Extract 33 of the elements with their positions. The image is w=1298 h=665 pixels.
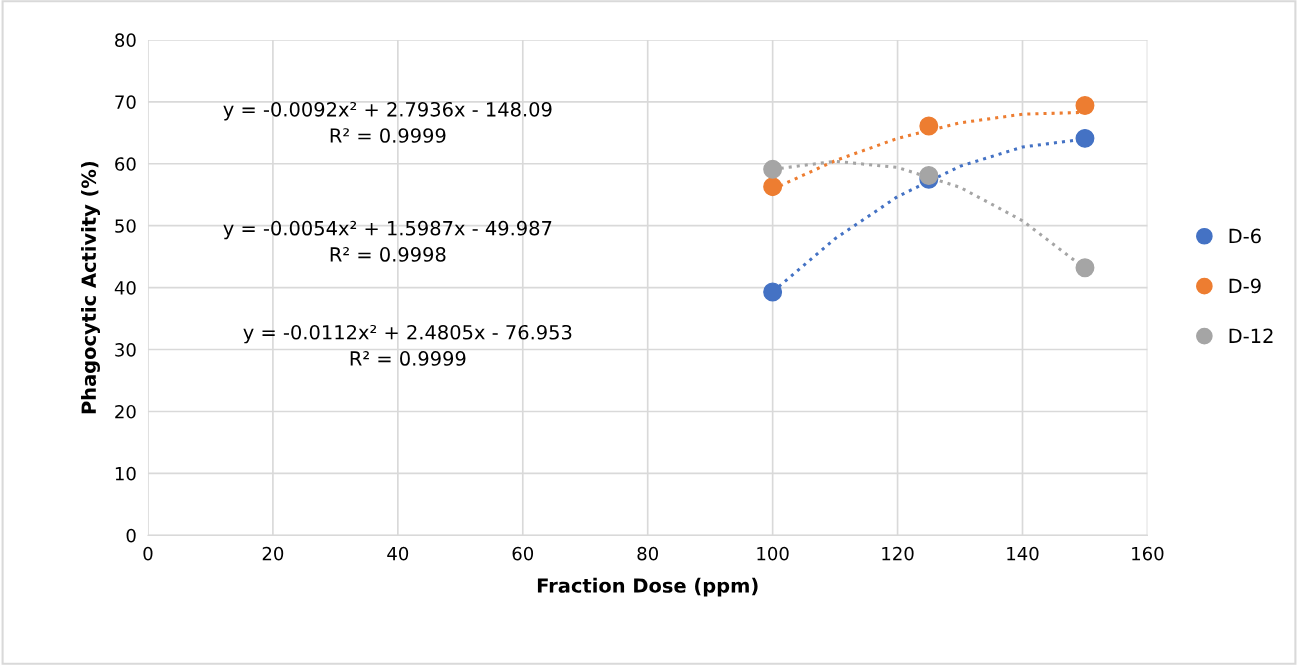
annotation: y = -0.0092x² + 2.7936x - 148.09 R² = 0.9999 <box>223 101 552 143</box>
y-tick-label: 40 <box>114 281 136 295</box>
point <box>1075 128 1095 148</box>
y-tick-label: 30 <box>115 343 136 357</box>
legend-label: D-9 <box>1229 278 1261 294</box>
y-tick-label: 80 <box>115 33 136 48</box>
point <box>763 159 783 179</box>
y-tick-label: 60 <box>115 157 136 171</box>
y-tick-label: 70 <box>115 95 136 109</box>
legend-label: D-12 <box>1229 328 1273 343</box>
x-tick-label: 140 <box>1007 546 1039 561</box>
x-tick-label: 40 <box>387 546 409 561</box>
x-tick-label: 20 <box>262 546 284 561</box>
point <box>1075 258 1095 278</box>
point <box>763 177 783 197</box>
legend-label: D-6 <box>1229 228 1261 244</box>
point <box>1075 96 1095 116</box>
y-tick-label: 20 <box>115 404 136 419</box>
point <box>919 116 939 136</box>
x-tick-label: 120 <box>882 546 914 561</box>
y-tick-label: 0 <box>126 528 136 543</box>
y-tick-label: 50 <box>115 219 136 233</box>
annotation: y = -0.0112x² + 2.4805x - 76.953 R² = 0.9999 <box>243 324 572 366</box>
x-tick-label: 160 <box>1132 546 1164 561</box>
annotation: y = -0.0054x² + 1.5987x - 49.987 R² = 0.9998 <box>223 220 552 262</box>
x-tick-label: 80 <box>637 546 658 561</box>
y-tick-label: 10 <box>115 466 136 481</box>
x-axis-title: Fraction Dose (ppm) <box>537 577 758 597</box>
x-tick-label: 60 <box>512 546 534 561</box>
point <box>763 282 783 302</box>
x-tick-label: 0 <box>143 546 153 561</box>
x-tick-label: 100 <box>757 546 789 561</box>
y-axis-title: Phagocytic Activity (%) <box>81 161 100 414</box>
